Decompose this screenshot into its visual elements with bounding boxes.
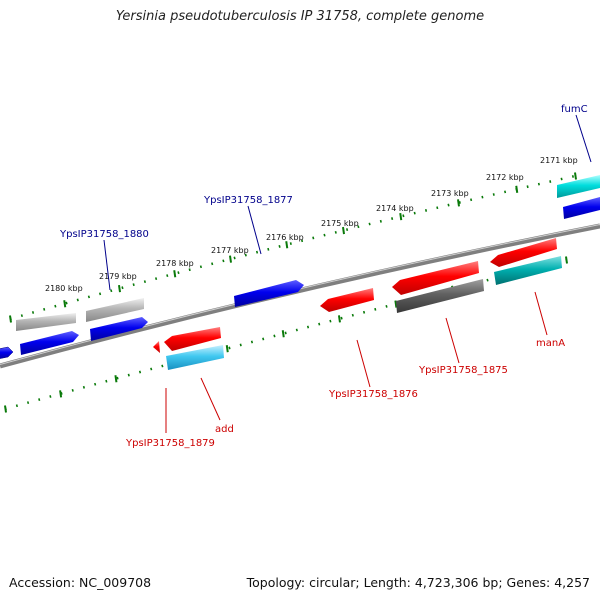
scale-label: 2180 kbp <box>45 284 83 293</box>
forward-tick-track <box>9 174 576 321</box>
leader-line <box>534 291 548 336</box>
leader-line <box>575 114 592 163</box>
major-tick <box>9 315 12 323</box>
scale-label: 2179 kbp <box>99 272 137 281</box>
major-tick <box>118 284 121 293</box>
major-tick <box>229 255 232 263</box>
page-title: Yersinia pseudotuberculosis IP 31758, co… <box>115 9 485 24</box>
major-tick <box>399 212 403 221</box>
major-tick <box>515 185 519 193</box>
genome-backbone <box>0 223 600 369</box>
scale-label: 2175 kbp <box>321 219 359 228</box>
major-tick <box>574 172 577 180</box>
leader-line <box>445 317 460 364</box>
major-tick <box>173 270 177 278</box>
major-tick <box>457 199 460 207</box>
gene-arrow <box>320 288 374 312</box>
gene-arrow <box>392 261 479 295</box>
gene-arrow <box>166 345 224 370</box>
major-tick <box>63 300 67 308</box>
gene-arrow <box>153 341 160 353</box>
scale-label: 2177 kbp <box>211 246 249 255</box>
major-tick <box>4 405 7 413</box>
major-tick <box>394 300 398 308</box>
gene-arrow <box>490 238 557 267</box>
scale-label: 2172 kbp <box>486 173 524 182</box>
major-tick <box>59 390 63 398</box>
scale-label: 2171 kbp <box>540 156 578 165</box>
gene-arrow <box>494 256 562 285</box>
gene-arrow <box>563 197 600 219</box>
major-ticks <box>9 172 577 323</box>
gene-arrow <box>86 298 144 322</box>
major-tick <box>342 226 345 235</box>
gene-arrow <box>20 331 79 355</box>
leader-line <box>103 239 111 291</box>
gene-arrow <box>164 327 221 351</box>
genome-summary-text: Topology: circular; Length: 4,723,306 bp… <box>246 575 590 590</box>
gene-label-fumc: fumC <box>561 104 588 115</box>
scale-label: 2174 kbp <box>376 204 414 213</box>
gene-arrow <box>234 280 304 307</box>
gene-arrow <box>16 313 76 331</box>
leader-line <box>247 205 262 255</box>
gene-label-ypsip31758-1876: YpsIP31758_1876 <box>328 389 418 400</box>
scale-label: 2173 kbp <box>431 189 469 198</box>
accession-text: Accession: NC_009708 <box>9 575 152 590</box>
scale-label: 2176 kbp <box>266 233 304 242</box>
major-tick <box>114 375 118 383</box>
gene-label-ypsip31758-1879: YpsIP31758_1879 <box>125 438 215 449</box>
gene-label-add: add <box>215 424 234 435</box>
gene-label-mana: manA <box>536 338 565 349</box>
major-tick <box>337 315 341 323</box>
major-tick <box>285 241 289 249</box>
gene-label-ypsip31758-1875: YpsIP31758_1875 <box>418 365 508 376</box>
gene-arrow <box>0 346 14 359</box>
major-tick <box>281 330 285 338</box>
major-tick <box>225 345 229 353</box>
leader-line <box>356 339 371 388</box>
gene-arrow <box>557 175 600 198</box>
gene-arrow <box>90 317 148 341</box>
gene-label-ypsip31758-1877: YpsIP31758_1877 <box>203 195 293 206</box>
major-tick <box>565 256 568 264</box>
gene-label-ypsip31758-1880: YpsIP31758_1880 <box>59 229 149 240</box>
gene-arrow <box>396 279 484 313</box>
scale-label: 2178 kbp <box>156 259 194 268</box>
leader-line <box>200 377 221 421</box>
